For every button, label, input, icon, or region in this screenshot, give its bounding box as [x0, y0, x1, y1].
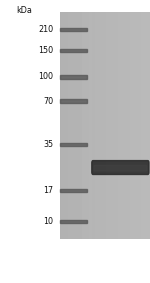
- Bar: [60, 143, 87, 146]
- Text: kDa: kDa: [16, 6, 32, 15]
- Bar: [60, 28, 87, 31]
- Text: 150: 150: [38, 46, 53, 55]
- FancyBboxPatch shape: [92, 161, 149, 174]
- Text: 70: 70: [43, 97, 53, 106]
- Bar: [60, 99, 87, 102]
- Bar: [60, 75, 87, 78]
- Bar: [60, 49, 87, 53]
- Text: 10: 10: [43, 217, 53, 226]
- Bar: [60, 189, 87, 192]
- Text: 100: 100: [38, 72, 53, 82]
- Text: 17: 17: [43, 186, 53, 195]
- Bar: [60, 220, 87, 223]
- FancyBboxPatch shape: [94, 166, 147, 171]
- Text: 35: 35: [43, 140, 53, 149]
- Text: 210: 210: [38, 25, 53, 34]
